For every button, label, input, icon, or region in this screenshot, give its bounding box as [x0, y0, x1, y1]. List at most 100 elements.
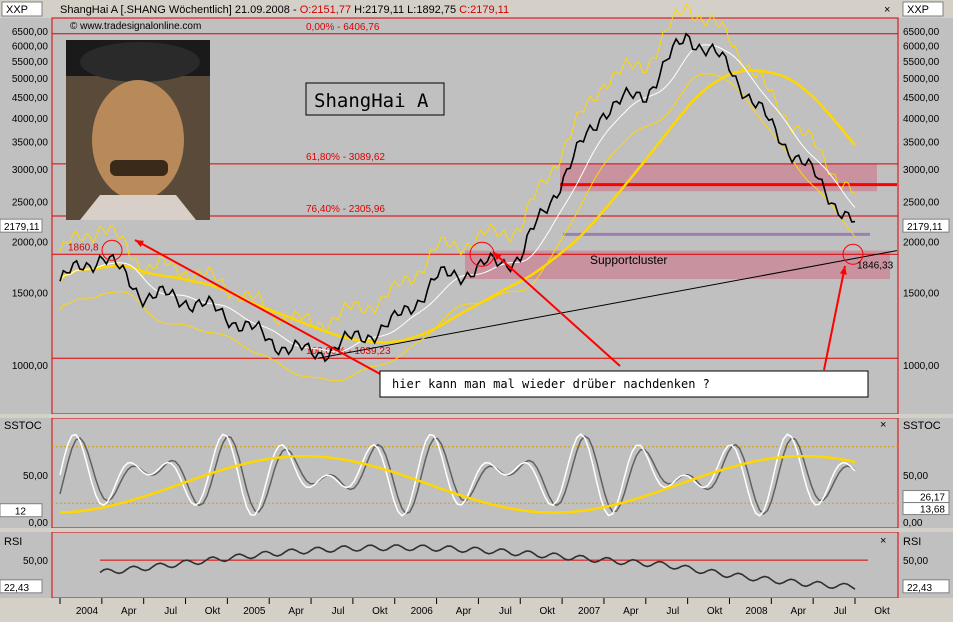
stoch-layer	[52, 433, 898, 517]
fib-label: 61,80% - 3089,62	[306, 152, 385, 163]
y-tick-label-right: 2500,00	[903, 198, 940, 209]
ma-slow-line	[58, 69, 856, 344]
low-label-left: 1860,8	[68, 242, 99, 253]
y-tick-label-right: 6500,00	[903, 27, 940, 38]
last-price-left: 2179,11	[4, 222, 40, 233]
y-tick-label-right: 1500,00	[903, 289, 940, 300]
x-tick-label: 2004	[76, 606, 99, 617]
y-tick-label-right: 5000,00	[903, 74, 940, 85]
x-axis-bar	[0, 598, 953, 622]
y-tick-label-right: 2000,00	[903, 237, 940, 248]
rsi-close-icon[interactable]: ×	[880, 535, 886, 547]
symbol-label: XXP	[6, 4, 28, 16]
stoch-y-label-right: 50,00	[903, 471, 928, 482]
rsi-value-left: 22,43	[4, 583, 29, 594]
stoch-value-left: 12	[15, 507, 27, 518]
arrow-right-head	[839, 266, 847, 275]
x-tick-label: Apr	[288, 606, 304, 617]
x-tick-label: Jul	[499, 606, 512, 617]
stoch-name-right: SSTOC	[903, 420, 941, 432]
arrow-left-head	[135, 240, 144, 248]
y-tick-label-right: 5500,00	[903, 57, 940, 68]
rsi-y-label-right: 50,00	[903, 556, 928, 567]
rsi-plot-area	[51, 531, 899, 599]
y-tick-label-right: 1000,00	[903, 361, 940, 372]
x-tick-label: 2007	[578, 606, 601, 617]
x-tick-label: Apr	[623, 606, 639, 617]
comment-box	[379, 370, 869, 398]
rsi-value-box-right	[902, 579, 950, 594]
y-tick-label-left: 1500,00	[12, 289, 49, 300]
arrow-mid-head	[493, 252, 502, 261]
window-title: ShangHai A [.SHANG Wöchentlich] 21.09.20…	[60, 4, 509, 16]
rsi-layer	[99, 544, 868, 590]
y-tick-label-left: 5500,00	[12, 57, 49, 68]
y-tick-label-left: 3500,00	[12, 138, 49, 149]
x-tick-label: Jul	[834, 606, 847, 617]
last-price-box-left	[0, 218, 43, 233]
x-tick-label: 2005	[243, 606, 266, 617]
low-label-right: 1846,33	[857, 260, 894, 271]
axis-layer: 6500,00 6500,00 6000,00 6000,00 5500,00 5500,…	[0, 27, 950, 617]
circle-low-right	[842, 243, 864, 265]
fib-label: 100,00% - 1039,23	[306, 346, 391, 357]
x-tick-label: Okt	[372, 606, 388, 617]
y-tick-label-left: 2500,00	[12, 198, 49, 209]
chart-title-box	[305, 82, 445, 116]
stoch-close-icon[interactable]: ×	[880, 419, 886, 431]
stoch-name-left: SSTOC	[4, 420, 42, 432]
x-tick-label: 2006	[411, 606, 434, 617]
support-label: Supportcluster	[590, 253, 667, 267]
price-line	[59, 32, 856, 363]
stoch-y-label-right: 0,00	[903, 518, 923, 529]
stoch-value-box-right	[902, 502, 950, 516]
close-icon[interactable]: ×	[884, 4, 890, 16]
arrow-right	[823, 265, 846, 371]
rsi-value-box-left	[0, 579, 43, 594]
x-tick-label: Okt	[707, 606, 723, 617]
y-tick-label-left: 6000,00	[12, 41, 49, 52]
stoch-value-box-left	[0, 503, 43, 518]
rsi-value-right: 22,43	[907, 583, 932, 594]
last-price-right: 2179,11	[907, 222, 943, 233]
x-tick-label: Jul	[666, 606, 679, 617]
y-tick-label-left: 4000,00	[12, 114, 49, 125]
circle-low-left	[101, 239, 123, 261]
stoch-y-label-left: 50,00	[23, 471, 48, 482]
x-tick-label: Okt	[539, 606, 555, 617]
last-price-box-right	[902, 218, 950, 233]
chart-title: ShangHai A	[314, 90, 429, 112]
rsi-line	[99, 544, 856, 590]
x-tick-label: Okt	[874, 606, 890, 617]
fib-label: 0,00% - 6406,76	[306, 22, 380, 33]
x-tick-label: Jul	[164, 606, 177, 617]
symbol-box-right[interactable]	[902, 1, 944, 17]
rsi-y-label-left: 50,00	[23, 556, 48, 567]
y-tick-label-left: 1000,00	[12, 361, 49, 372]
x-tick-label: Okt	[205, 606, 221, 617]
stoch-value-right: 26,17	[920, 493, 945, 504]
y-tick-label-right: 4000,00	[903, 114, 940, 125]
stoch-plot-area	[51, 417, 899, 529]
x-tick-label: Jul	[332, 606, 345, 617]
comment-text: hier kann man mal wieder drüber nachdenk…	[392, 377, 710, 391]
support-zone-upper	[560, 163, 877, 192]
x-tick-label: Apr	[121, 606, 137, 617]
y-tick-label-left: 4500,00	[12, 93, 49, 104]
symbol-box[interactable]	[1, 1, 43, 17]
x-tick-label: 2008	[745, 606, 768, 617]
rsi-name-left: RSI	[4, 536, 22, 548]
y-tick-label-left: 3000,00	[12, 165, 49, 176]
y-tick-label-left: 2000,00	[12, 237, 49, 248]
arrow-mid	[492, 251, 621, 367]
arrow-left	[134, 239, 383, 376]
trend-line	[317, 250, 898, 359]
support-zone-lower	[465, 250, 890, 280]
rsi-name-right: RSI	[903, 536, 921, 548]
price-layer: 0,00% - 6406,76 61,80% - 3089,62 76,40% - …	[52, 3, 898, 382]
y-tick-label-right: 3000,00	[903, 165, 940, 176]
header-bar	[0, 0, 953, 18]
stoch-fast-line	[59, 433, 856, 517]
x-tick-label: Apr	[791, 606, 807, 617]
